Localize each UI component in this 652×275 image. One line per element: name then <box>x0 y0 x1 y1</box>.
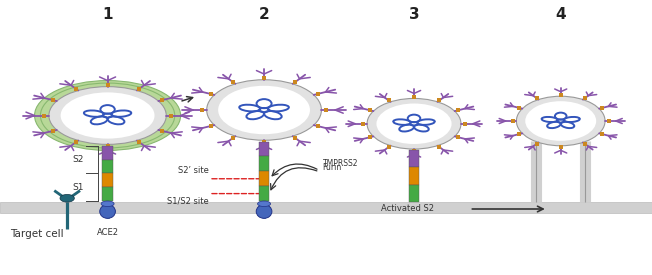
Ellipse shape <box>60 194 74 202</box>
Text: 3: 3 <box>409 7 419 22</box>
Ellipse shape <box>218 86 310 134</box>
Text: Target cell: Target cell <box>10 229 63 239</box>
Bar <box>259 171 269 186</box>
Ellipse shape <box>526 101 596 141</box>
Circle shape <box>101 201 114 207</box>
Ellipse shape <box>40 83 175 148</box>
Bar <box>259 142 269 156</box>
Bar <box>259 156 269 171</box>
Bar <box>409 185 419 202</box>
Text: ACE2: ACE2 <box>96 228 119 237</box>
Text: S2’ site: S2’ site <box>178 166 209 175</box>
Ellipse shape <box>100 205 115 218</box>
Text: S1: S1 <box>72 183 83 192</box>
Circle shape <box>258 201 271 207</box>
Bar <box>0 202 652 213</box>
Text: S1/S2 site: S1/S2 site <box>167 196 209 205</box>
Text: 4: 4 <box>556 7 566 22</box>
Bar <box>409 167 419 185</box>
Ellipse shape <box>256 205 272 218</box>
Ellipse shape <box>35 81 181 150</box>
Bar <box>102 146 113 159</box>
Ellipse shape <box>61 92 155 139</box>
Bar <box>259 186 269 201</box>
Ellipse shape <box>367 98 461 149</box>
Text: TMPRSS2: TMPRSS2 <box>323 159 358 168</box>
Ellipse shape <box>207 80 321 140</box>
Text: S2: S2 <box>72 155 83 164</box>
Text: Furin: Furin <box>323 163 342 172</box>
Text: 1: 1 <box>102 7 113 22</box>
Bar <box>102 160 113 174</box>
Bar <box>409 150 419 167</box>
Bar <box>102 174 113 187</box>
Ellipse shape <box>49 87 166 144</box>
Text: 2: 2 <box>259 7 269 22</box>
Ellipse shape <box>516 96 605 146</box>
Bar <box>102 187 113 201</box>
Text: Activated S2: Activated S2 <box>381 204 434 213</box>
Ellipse shape <box>376 103 452 144</box>
